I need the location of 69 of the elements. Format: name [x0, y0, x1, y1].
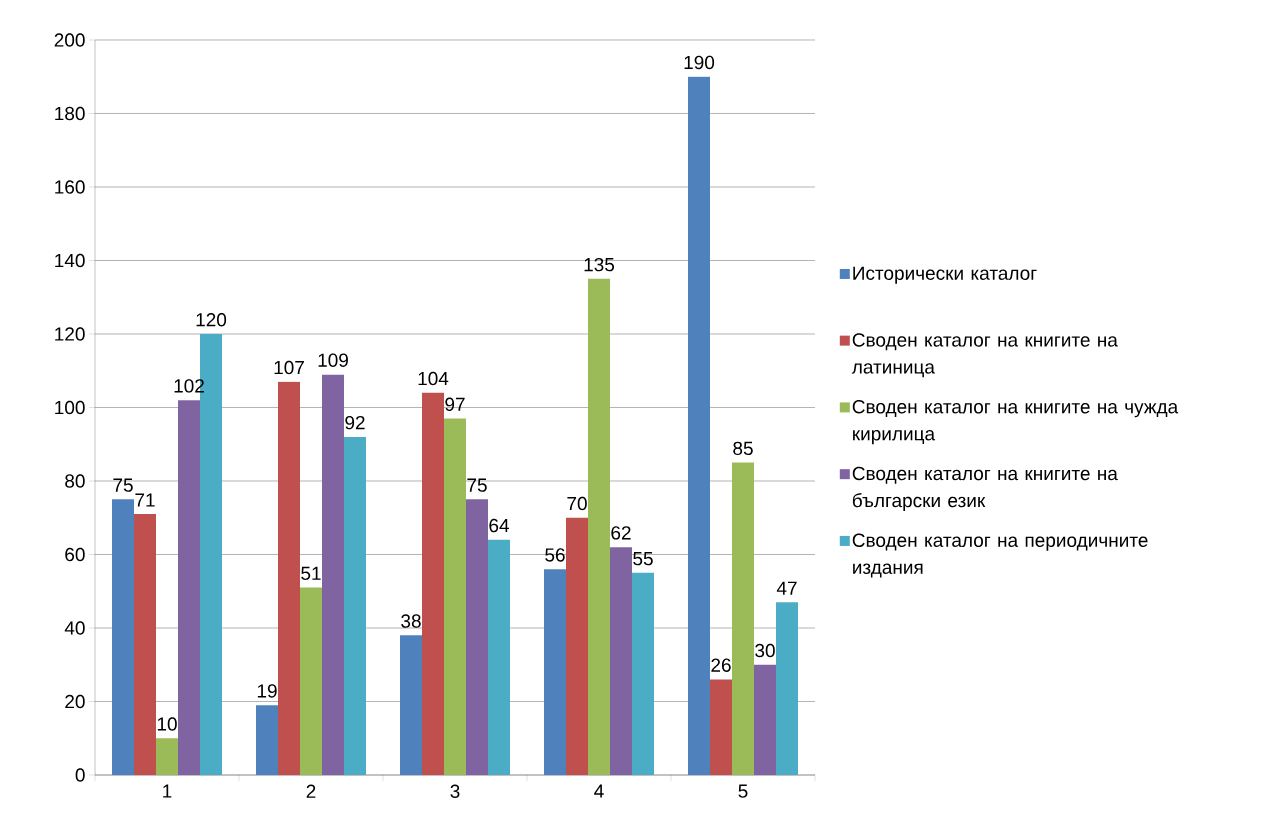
- data-label: 97: [445, 397, 465, 411]
- y-tick-label: 40: [64, 621, 85, 635]
- bar: [688, 76, 711, 775]
- data-label: 51: [301, 566, 321, 581]
- bar: [610, 547, 632, 775]
- bar: [754, 664, 777, 775]
- bar: [300, 587, 323, 775]
- x-tick-label: 3: [450, 784, 460, 798]
- data-label: 109: [318, 353, 348, 367]
- x-tick-label: 5: [738, 784, 748, 798]
- data-label: 26: [711, 658, 731, 672]
- y-tick-label: 140: [55, 253, 85, 268]
- legend-label: Своден каталог на книгите на чужда кирилица: [852, 400, 1179, 445]
- y-tick-label: 60: [65, 547, 85, 562]
- bar: [488, 539, 511, 775]
- y-tick-label: 100: [55, 400, 85, 415]
- data-label: 38: [401, 614, 421, 628]
- bar: [466, 499, 489, 775]
- bar: [178, 400, 201, 775]
- bar: [156, 738, 178, 775]
- bar: [344, 436, 367, 775]
- data-label: 135: [584, 257, 615, 272]
- bar: [588, 278, 610, 775]
- data-label: 10: [157, 717, 177, 731]
- data-label: 70: [567, 496, 587, 511]
- data-label: 75: [113, 478, 133, 492]
- bar: [544, 569, 566, 775]
- data-label: 71: [135, 493, 155, 507]
- x-tick-label: 2: [306, 784, 316, 798]
- bar: [566, 517, 588, 775]
- legend-label: Исторически каталог: [853, 266, 1037, 284]
- data-label: 107: [274, 360, 304, 375]
- data-label: 92: [345, 415, 365, 430]
- x-tick-label: 1: [163, 784, 172, 798]
- bar: [732, 462, 755, 775]
- bar: [112, 499, 134, 775]
- bar: [400, 635, 423, 775]
- bar: [776, 602, 799, 775]
- bar: [444, 418, 467, 775]
- y-tick-label: 160: [55, 180, 85, 194]
- legend-label: Своден каталог на книгите на български език: [852, 466, 1118, 511]
- y-tick-label: 80: [65, 474, 85, 488]
- data-label: 62: [611, 526, 631, 540]
- data-label: 56: [545, 548, 565, 562]
- data-label: 30: [755, 643, 775, 658]
- data-label: 85: [733, 441, 753, 456]
- y-tick-label: 200: [54, 33, 85, 47]
- data-label: 120: [196, 313, 227, 327]
- bar: [632, 572, 654, 775]
- legend-label: Своден каталог на периодичните издания: [852, 533, 1148, 578]
- bar: [278, 381, 300, 775]
- y-tick-label: 20: [65, 694, 85, 709]
- data-label: 47: [776, 581, 797, 595]
- bar: [256, 705, 278, 775]
- data-label: 64: [489, 518, 510, 533]
- legend-label: Своден каталог на книгите на латиница: [851, 333, 1118, 378]
- y-tick-label: 120: [55, 327, 85, 341]
- data-label: 190: [684, 55, 715, 70]
- bar: [422, 392, 445, 775]
- data-label: 104: [418, 371, 449, 386]
- y-tick-label: 0: [75, 768, 85, 782]
- data-label: 75: [467, 478, 487, 492]
- bar: [710, 679, 733, 775]
- data-label: 55: [633, 552, 653, 566]
- data-label: 19: [257, 684, 277, 698]
- bar: [322, 374, 345, 775]
- x-tick-label: 4: [594, 784, 604, 798]
- bar: [134, 514, 156, 775]
- y-tick-label: 180: [55, 106, 85, 121]
